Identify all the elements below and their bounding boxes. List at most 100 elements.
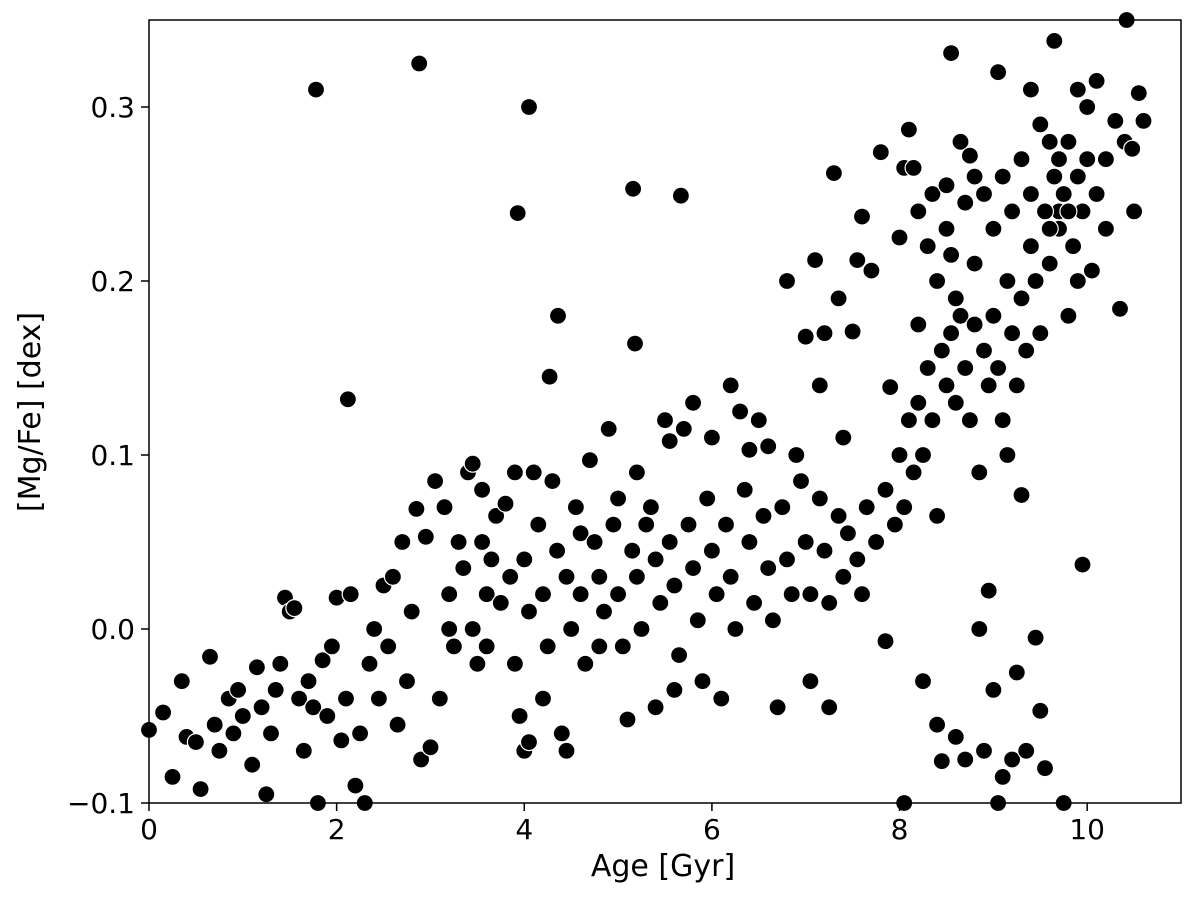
- data-point: [1040, 219, 1059, 238]
- data-point: [829, 289, 848, 308]
- data-point: [698, 489, 717, 508]
- data-point: [266, 680, 285, 700]
- data-point: [299, 672, 318, 691]
- data-point: [473, 532, 492, 552]
- data-point: [505, 654, 525, 673]
- data-point: [388, 715, 407, 734]
- data-point: [946, 727, 965, 747]
- x-axis-ticks: 0 2 4 6 8 10: [140, 803, 1105, 846]
- data-point: [1078, 150, 1097, 169]
- data-point: [956, 358, 975, 378]
- data-point: [163, 767, 182, 787]
- data-point: [625, 334, 645, 353]
- data-point: [651, 593, 670, 613]
- data-point: [646, 550, 665, 569]
- data-point: [1021, 237, 1041, 256]
- data-point: [970, 619, 989, 639]
- data-point: [782, 585, 801, 604]
- data-point: [777, 550, 797, 569]
- data-point: [224, 724, 243, 743]
- data-point: [1068, 80, 1087, 99]
- data-point: [744, 593, 764, 613]
- data-point: [449, 532, 468, 552]
- y-tick-label: 0.2: [90, 265, 135, 298]
- data-point: [510, 706, 529, 726]
- x-axis-label: Age [Gyr]: [591, 849, 735, 884]
- data-point: [210, 741, 229, 760]
- data-point: [1054, 184, 1073, 204]
- data-point: [547, 541, 567, 560]
- data-point: [688, 611, 707, 630]
- data-point: [1002, 324, 1022, 343]
- data-point: [852, 207, 872, 226]
- data-point: [261, 724, 281, 743]
- data-point: [646, 698, 665, 717]
- data-point: [1059, 306, 1078, 325]
- data-point: [519, 602, 539, 621]
- data-point: [454, 558, 473, 578]
- data-point: [726, 619, 745, 639]
- data-point: [306, 80, 326, 99]
- data-point: [716, 515, 736, 534]
- plot-frame: [148, 19, 1182, 804]
- data-point: [322, 637, 341, 656]
- data-point: [712, 689, 731, 708]
- data-point: [759, 558, 778, 578]
- data-point: [899, 120, 919, 139]
- data-point: [927, 506, 947, 526]
- data-point: [608, 489, 628, 508]
- data-point: [848, 550, 867, 569]
- data-point: [1040, 132, 1059, 151]
- data-point: [937, 176, 956, 195]
- data-point: [749, 411, 768, 430]
- data-point: [1068, 167, 1087, 186]
- data-point: [707, 585, 726, 604]
- data-point: [805, 251, 825, 270]
- data-point: [824, 164, 844, 183]
- data-point: [290, 689, 309, 708]
- data-point: [923, 411, 942, 430]
- data-point: [773, 498, 792, 517]
- data-point: [665, 576, 684, 595]
- data-point: [557, 567, 576, 586]
- data-point: [820, 698, 839, 717]
- data-point: [566, 498, 586, 517]
- data-point: [984, 680, 1003, 700]
- data-point: [473, 480, 492, 499]
- data-point: [941, 43, 961, 63]
- y-axis-label: [Mg/Fe] [dex]: [13, 312, 48, 512]
- data-point: [665, 680, 684, 700]
- y-tick-label: 0.0: [90, 613, 135, 646]
- data-point: [988, 358, 1008, 378]
- data-point: [519, 97, 539, 117]
- data-point: [257, 785, 276, 804]
- data-point: [383, 567, 402, 586]
- data-point: [1031, 324, 1050, 343]
- data-point: [318, 706, 337, 726]
- data-point: [1045, 31, 1064, 51]
- data-point: [965, 167, 984, 186]
- data-point: [1026, 271, 1045, 291]
- x-tick-label: 10: [1069, 813, 1105, 846]
- data-point: [979, 581, 998, 600]
- data-point: [852, 585, 872, 604]
- data-point: [965, 254, 984, 273]
- data-point: [444, 637, 463, 656]
- data-point: [838, 524, 858, 543]
- data-point: [229, 680, 248, 700]
- x-tick-label: 8: [891, 813, 909, 846]
- data-point: [243, 755, 262, 774]
- data-point: [1002, 750, 1022, 769]
- data-point: [740, 532, 759, 552]
- data-point: [416, 527, 435, 546]
- data-point: [191, 779, 210, 799]
- data-point: [576, 654, 595, 673]
- data-point: [669, 645, 689, 665]
- data-point: [365, 619, 384, 639]
- data-point: [857, 498, 876, 517]
- y-tick-label: 0.3: [90, 91, 135, 124]
- data-point: [571, 585, 590, 604]
- data-point: [660, 532, 679, 552]
- data-point: [412, 750, 431, 769]
- data-point: [627, 463, 647, 482]
